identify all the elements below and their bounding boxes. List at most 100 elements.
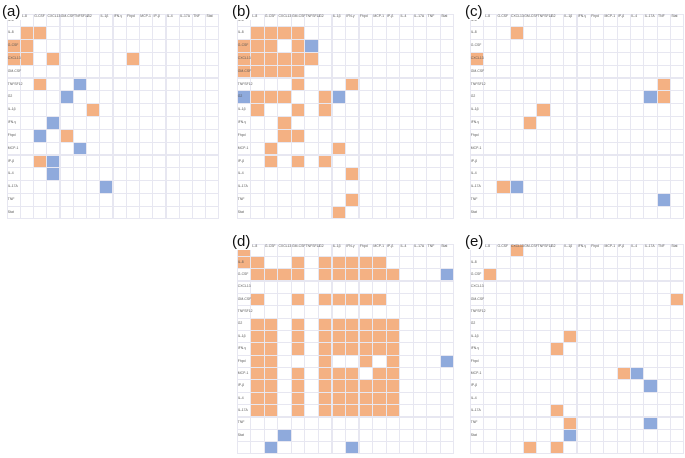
row-label: Fhpd [470, 358, 479, 363]
cell-empty [166, 142, 179, 155]
cell-empty [291, 117, 305, 129]
cell-empty [47, 91, 60, 104]
cell-empty [644, 256, 657, 269]
cell-empty [73, 117, 86, 129]
column-label: TNFSF12 [305, 244, 321, 248]
cell-empty [631, 281, 644, 293]
cell-empty [386, 417, 400, 429]
cell-empty [441, 318, 454, 330]
cell-empty [604, 331, 617, 343]
cell-empty [604, 27, 617, 40]
cell-empty [413, 405, 427, 417]
cell-empty [413, 104, 427, 116]
cell-empty [166, 117, 179, 129]
cell-empty [644, 193, 657, 206]
cell-empty [153, 53, 166, 65]
cell-empty [359, 14, 373, 27]
cell-empty [100, 78, 113, 91]
row-label: MCP-1 [237, 145, 249, 150]
cell-empty [671, 392, 684, 404]
row-label: G-CSF [237, 272, 249, 277]
cell-empty [577, 27, 590, 40]
cell-empty [631, 343, 644, 355]
cell-empty [524, 168, 537, 180]
cell-empty [113, 14, 126, 27]
cell-empty [497, 256, 510, 269]
cell-empty [305, 256, 318, 269]
cell-empty [318, 78, 332, 91]
cell-orange [318, 294, 332, 306]
cell-empty [617, 78, 630, 91]
cell-empty [373, 244, 386, 256]
cell-empty [386, 117, 400, 129]
cell-empty [564, 442, 577, 454]
cell-empty [550, 91, 564, 104]
column-label: IP-β [617, 14, 625, 18]
cell-empty [644, 142, 657, 155]
cell-empty [617, 294, 630, 306]
cell-empty [524, 142, 537, 155]
cell-empty [483, 442, 497, 454]
cell-empty [441, 405, 454, 417]
cell-orange [346, 405, 359, 417]
cell-empty [413, 429, 427, 442]
row-label: G2 [237, 94, 243, 99]
cell-empty [631, 429, 644, 442]
cell-empty [34, 181, 47, 193]
cell-empty [332, 244, 345, 256]
cell-orange [386, 355, 400, 367]
cell-empty [644, 269, 657, 281]
cell-empty [166, 53, 179, 65]
cell-orange [657, 91, 671, 104]
cell-orange [359, 355, 373, 367]
cell-empty [100, 206, 113, 219]
cell-empty [140, 206, 153, 219]
row-label: GM-CSF [470, 296, 485, 301]
cell-empty [386, 104, 400, 116]
cell-empty [166, 193, 179, 206]
cell-empty [305, 14, 318, 27]
cell-empty [413, 368, 427, 380]
cell-empty [7, 155, 20, 168]
cell-empty [386, 244, 400, 256]
cell-empty [510, 368, 523, 380]
cell-empty [20, 142, 33, 155]
cell-empty [413, 294, 427, 306]
cell-empty [206, 53, 219, 65]
cell-empty [100, 155, 113, 168]
cell-blue [346, 442, 359, 454]
cell-empty [373, 168, 386, 180]
cell-empty [237, 355, 250, 367]
cell-empty [7, 142, 20, 155]
column-label: IFN-γ [113, 14, 123, 18]
cell-empty [400, 14, 413, 27]
cell-orange [359, 269, 373, 281]
cell-empty [7, 181, 20, 193]
cell-empty [100, 53, 113, 65]
cell-empty [483, 142, 497, 155]
column-label: GM-CSF [60, 14, 75, 18]
column-label: Stat [671, 14, 678, 18]
cell-empty [305, 78, 318, 91]
cell-empty [264, 281, 278, 293]
row-label: GM-CSF [237, 68, 252, 73]
row-label: IFN-γ [237, 346, 247, 351]
cell-empty [510, 206, 523, 219]
cell-empty [483, 429, 497, 442]
cell-empty [305, 129, 318, 142]
cell-empty [400, 244, 413, 256]
cell-empty [671, 40, 684, 52]
panel-b: (b)IL-6IL-8G-CSFCXCL13GM-CSFTNFSF12G2IL-… [230, 4, 455, 221]
cell-blue [237, 91, 250, 104]
cell-orange [278, 91, 291, 104]
row-label: Stat [470, 209, 477, 214]
cell-empty [278, 442, 291, 454]
cell-empty [264, 417, 278, 429]
cell-empty [537, 155, 550, 168]
cell-orange [264, 343, 278, 355]
cell-empty [483, 117, 497, 129]
cell-empty [87, 117, 100, 129]
cell-empty [483, 181, 497, 193]
cell-empty [386, 78, 400, 91]
cell-empty [318, 27, 332, 40]
